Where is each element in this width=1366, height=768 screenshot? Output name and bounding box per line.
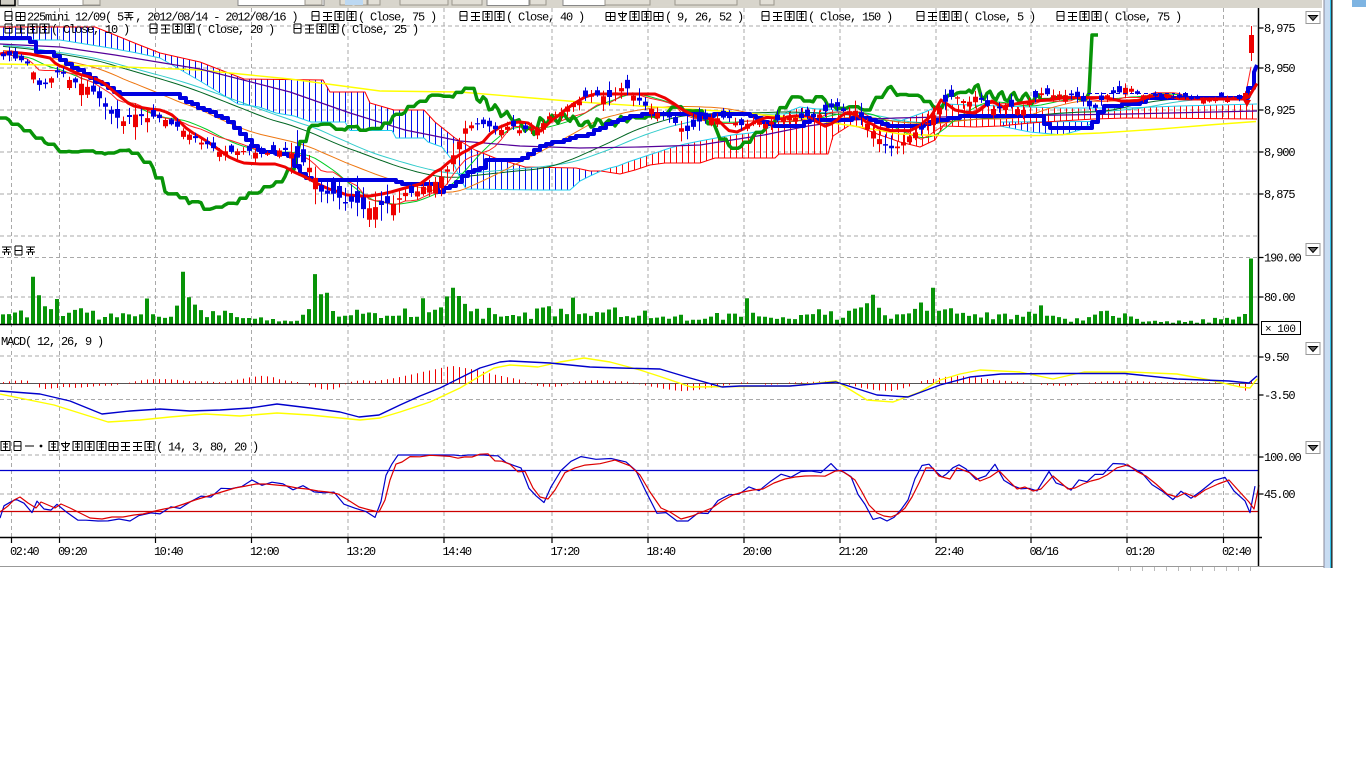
svg-text:8,975: 8,975 [1264,22,1295,36]
svg-text:( Close, 25 ): ( Close, 25 ) [340,23,418,37]
svg-text:8,875: 8,875 [1264,188,1295,202]
svg-text:12:00: 12:00 [250,545,279,559]
svg-text:MACD( 12, 26, 9 ): MACD( 12, 26, 9 ) [1,335,103,349]
svg-text:190.00: 190.00 [1264,252,1302,266]
svg-text:14:40: 14:40 [443,545,472,559]
svg-text:9.50: 9.50 [1264,351,1289,365]
svg-text:( Close, 20 ): ( Close, 20 ) [196,23,274,37]
svg-text:02:40: 02:40 [1222,545,1251,559]
svg-text:20:00: 20:00 [743,545,772,559]
svg-text:100.00: 100.00 [1264,451,1302,465]
svg-text:( 14, 3, 80, 20 ): ( 14, 3, 80, 20 ) [156,441,258,455]
svg-text:( Close, 5 ): ( Close, 5 ) [963,11,1035,25]
svg-text:× 100: × 100 [1265,324,1296,336]
svg-text:( 9, 26, 52 ): ( 9, 26, 52 ) [665,11,743,25]
svg-text:45.00: 45.00 [1264,488,1295,502]
svg-text:225mini 12/09( 5: 225mini 12/09( 5 [27,11,124,25]
svg-text:21:20: 21:20 [839,545,868,559]
svg-text:22:40: 22:40 [935,545,964,559]
svg-text:09:20: 09:20 [58,545,87,559]
svg-text:80.00: 80.00 [1264,291,1295,305]
svg-text:( Close, 10 ): ( Close, 10 ) [51,23,129,37]
svg-text:( Close, 75 ): ( Close, 75 ) [1103,11,1181,25]
svg-text:08/16: 08/16 [1030,545,1059,559]
svg-text:10:40: 10:40 [154,545,183,559]
svg-text:8,950: 8,950 [1264,62,1295,76]
svg-text:01:20: 01:20 [1126,545,1155,559]
svg-text:( Close, 75 ): ( Close, 75 ) [358,11,436,25]
svg-text:13:20: 13:20 [347,545,376,559]
svg-text:18:40: 18:40 [647,545,676,559]
svg-text:-3.50: -3.50 [1264,389,1295,403]
svg-text:02:40: 02:40 [10,545,39,559]
svg-text:8,900: 8,900 [1264,146,1295,160]
svg-text:( Close, 40 ): ( Close, 40 ) [506,11,584,25]
svg-text:8,925: 8,925 [1264,104,1295,118]
svg-text:17:20: 17:20 [551,545,580,559]
svg-text:( Close, 150 ): ( Close, 150 ) [808,11,892,25]
svg-text:, 2012/08/14 - 2012/08/16 ): , 2012/08/14 - 2012/08/16 ) [135,11,297,25]
